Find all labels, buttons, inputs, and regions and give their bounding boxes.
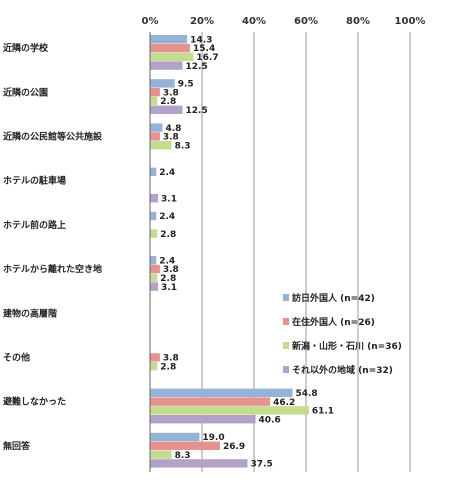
data-label: 9.5: [178, 80, 194, 90]
bar: [150, 43, 191, 53]
data-label: 19.0: [202, 433, 224, 443]
data-label: 2.8: [160, 362, 176, 372]
data-label: 8.3: [175, 451, 191, 461]
data-label: 12.5: [186, 62, 208, 72]
legend-swatch: [283, 366, 289, 373]
data-label: 40.6: [259, 415, 281, 425]
data-label: 3.8: [163, 88, 179, 98]
legend-label: 在住外国人 (n=26): [292, 316, 375, 328]
bar: [150, 450, 172, 459]
bar: [150, 105, 183, 114]
data-label: 14.3: [190, 35, 212, 45]
data-label: 37.5: [251, 460, 273, 470]
bar: [150, 397, 271, 406]
bar: [150, 406, 309, 415]
bar: [150, 61, 183, 70]
category-label: 無回答: [3, 440, 31, 452]
bar: [150, 141, 172, 150]
bar: [150, 194, 159, 203]
category-labels: 近隣の学校近隣の公園近隣の公民館等公共施設ホテルの駐車場ホテル前の路上ホテルから…: [3, 42, 103, 452]
category-label: 建物の高層階: [3, 307, 57, 319]
gridlines: [149, 32, 411, 472]
x-tick-label: 100%: [395, 16, 426, 27]
data-label: 2.8: [160, 97, 176, 107]
legend-label: 訪日外国人 (n=42): [292, 292, 375, 304]
bar: [150, 211, 157, 221]
data-label: 54.8: [295, 389, 317, 399]
legend-swatch: [283, 318, 289, 325]
x-tick-label: 40%: [242, 16, 266, 27]
data-label: 12.5: [186, 106, 208, 116]
bar: [150, 96, 158, 106]
bar: [150, 52, 194, 61]
bar: [150, 353, 160, 362]
data-label: 2.8: [160, 230, 176, 240]
data-label: 46.2: [273, 398, 295, 408]
bar: [150, 273, 158, 282]
data-label: 16.7: [196, 53, 218, 63]
legend-swatch: [283, 294, 289, 301]
category-label: ホテル前の路上: [3, 219, 66, 231]
category-label: その他: [3, 352, 30, 364]
data-label: 2.4: [159, 168, 175, 178]
x-tick-label: 60%: [294, 16, 318, 27]
bar: [150, 229, 158, 238]
category-label: ホテルから離れた空き地: [3, 263, 102, 275]
category-label: 近隣の学校: [3, 42, 49, 54]
x-tick-label: 0%: [142, 16, 159, 27]
legend-label: それ以外の地域 (n=32): [292, 364, 393, 376]
bar: [150, 264, 160, 274]
data-label: 15.4: [193, 44, 215, 54]
bar: [150, 432, 200, 442]
bar: [150, 362, 158, 371]
bar: [150, 35, 188, 44]
data-label: 8.3: [175, 141, 191, 151]
x-axis-ticks: 0% 20% 40% 60% 80% 100%: [142, 16, 426, 27]
x-tick-label: 20%: [190, 16, 214, 27]
data-label: 2.4: [159, 256, 175, 266]
data-labels: 14.3 9.5 4.8 2.4 2.4 2.4 54.8 19.0 15.4 3.8 3.8 3.8…: [159, 35, 334, 469]
data-label: 2.8: [160, 274, 176, 284]
bar: [150, 415, 256, 424]
bar: [150, 123, 163, 132]
bars: [150, 35, 309, 468]
legend: 訪日外国人 (n=42) 在住外国人 (n=26) 新潟・山形・石川 (n=36) そ…: [283, 292, 402, 376]
bar: [150, 459, 248, 468]
bar: [150, 441, 220, 450]
data-label: 3.8: [163, 354, 179, 364]
data-label: 3.1: [161, 283, 177, 293]
bar: [150, 88, 160, 97]
data-label: 26.9: [223, 442, 245, 452]
category-label: ホテルの駐車場: [3, 175, 66, 187]
bar: [150, 79, 175, 88]
data-label: 61.1: [312, 407, 334, 417]
data-label: 3.8: [163, 265, 179, 275]
data-label: 3.8: [163, 133, 179, 143]
legend-swatch: [283, 342, 289, 349]
data-label: 4.8: [165, 124, 181, 134]
data-label: 3.1: [161, 194, 177, 204]
category-label: 近隣の公民館等公共施設: [3, 131, 103, 143]
bar: [150, 256, 157, 265]
legend-label: 新潟・山形・石川 (n=36): [292, 340, 402, 352]
bar: [150, 282, 159, 291]
bar: [150, 167, 157, 176]
bar: [150, 388, 293, 397]
x-tick-label: 80%: [346, 16, 370, 27]
data-label: 2.4: [159, 212, 175, 222]
category-label: 近隣の公園: [3, 86, 48, 98]
category-label: 避難しなかった: [3, 396, 66, 408]
bar: [150, 132, 160, 141]
